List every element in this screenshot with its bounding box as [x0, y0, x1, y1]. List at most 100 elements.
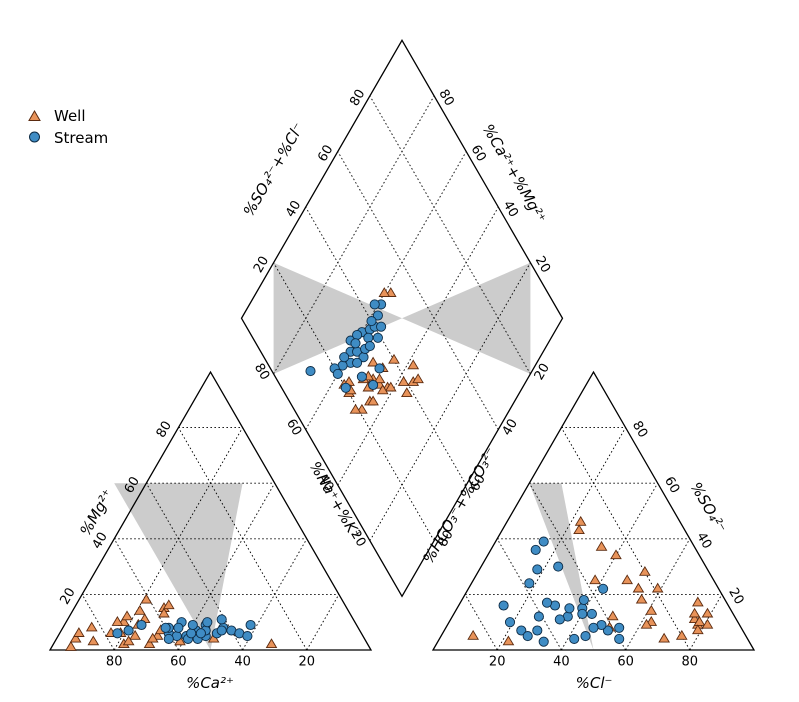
well-point — [65, 641, 77, 651]
diamond-upper-left-tick-label: 20 — [251, 254, 272, 276]
well-point — [610, 549, 622, 560]
cation-shaded-region — [114, 483, 243, 650]
cation-gridline — [145, 482, 243, 651]
stream-point — [376, 321, 387, 332]
stream-point — [577, 608, 588, 619]
anion-right-tick-label: 20 — [725, 585, 746, 607]
well-point — [69, 632, 82, 643]
legend-stream-marker — [29, 131, 40, 143]
well-point — [111, 616, 124, 626]
well-point — [134, 604, 146, 615]
well-point — [573, 524, 585, 535]
diamond-gridline — [305, 206, 467, 486]
stream-point — [564, 603, 575, 614]
well-point — [378, 287, 391, 297]
well-point — [688, 607, 701, 618]
anion-gridline — [561, 482, 659, 651]
stream-point — [163, 633, 174, 644]
cation-bottom-tick-label: 20 — [299, 655, 316, 670]
well-point — [595, 540, 608, 551]
well-point — [401, 387, 413, 398]
cation-gridline — [242, 538, 308, 651]
anion-right-tick-label: 80 — [629, 419, 650, 441]
cation-left-tick-label: 40 — [90, 530, 111, 552]
stream-point — [366, 316, 377, 327]
anion-bottom-tick-label: 60 — [617, 655, 634, 670]
stream-point — [533, 611, 544, 622]
stream-point — [112, 628, 123, 639]
diamond-lower-left-tick-label: 20 — [347, 528, 368, 550]
diamond-gridline — [337, 151, 499, 430]
anion-right-axis-label: %SO₄²⁻ — [687, 479, 730, 536]
shaded-regions — [114, 262, 594, 650]
stream-point — [538, 536, 549, 547]
well-point — [367, 395, 379, 406]
stream-point — [569, 633, 580, 644]
well-point — [162, 599, 175, 610]
diamond-upper-right-tick-label: 60 — [468, 143, 489, 165]
anion-gridline — [464, 594, 498, 651]
legend-well-marker — [28, 110, 41, 121]
anion-right-tick-label: 40 — [693, 530, 714, 552]
legend-well-label: Well — [54, 107, 86, 125]
well-point — [129, 629, 141, 640]
well-point — [651, 582, 664, 593]
stream-point — [498, 600, 509, 611]
cation-bottom-tick-label: 60 — [170, 655, 187, 670]
well-point — [692, 596, 704, 607]
stream-point — [202, 617, 213, 628]
stream-point — [372, 310, 383, 321]
well-point — [73, 627, 85, 637]
diamond-gridline — [337, 206, 499, 486]
anion-bottom-tick-label: 40 — [553, 655, 570, 670]
stream-point — [578, 594, 589, 606]
legend: Well Stream — [28, 107, 108, 147]
diamond-lower-right-tick-label: 80 — [435, 528, 456, 550]
anion-triangle-frame — [431, 370, 756, 651]
stream-point — [356, 371, 367, 382]
stream-point — [216, 625, 227, 636]
stream-point — [187, 619, 198, 631]
diamond-gridline — [273, 262, 435, 541]
well-point — [640, 618, 653, 629]
well-point — [407, 359, 420, 370]
well-point — [621, 574, 633, 585]
stream-point — [245, 619, 256, 631]
stream-point — [588, 622, 599, 633]
well-point — [384, 381, 397, 392]
diamond-lower-right-axis-label: %HCO₃⁻+%CO₃²⁻ — [419, 444, 500, 566]
stream-point — [136, 619, 147, 631]
well-point — [265, 638, 278, 649]
well-point — [140, 593, 153, 604]
stream-point — [532, 625, 543, 636]
stream-point — [364, 341, 375, 352]
stream-point — [339, 352, 350, 363]
anion-bottom-tick-label: 20 — [489, 655, 506, 670]
diamond-lower-left-tick-label: 40 — [315, 472, 336, 494]
well-point — [632, 582, 645, 593]
well-point — [701, 607, 714, 618]
well-point — [388, 353, 400, 364]
well-point — [122, 635, 135, 646]
well-point — [397, 376, 410, 386]
stream-point — [586, 608, 597, 619]
stream-point — [580, 631, 591, 642]
stream-point — [598, 583, 609, 594]
cation-bottom-tick-label: 80 — [106, 655, 123, 670]
well-point — [376, 384, 389, 395]
well-point — [692, 624, 704, 635]
cation-bottom-tick-label: 40 — [234, 655, 251, 670]
cation-left-tick-label: 60 — [122, 474, 143, 496]
well-point — [146, 632, 159, 643]
well-point — [693, 616, 706, 626]
stream-point — [173, 622, 184, 633]
data-points — [65, 287, 714, 651]
stream-point — [614, 622, 625, 633]
cation-bottom-axis-label: %Ca²⁺ — [186, 674, 234, 692]
well-point — [574, 515, 587, 526]
diamond-lower-shaded-region — [273, 262, 402, 374]
well-point — [85, 621, 98, 632]
stream-point — [368, 379, 379, 391]
well-point — [639, 566, 651, 576]
cation-gridline — [306, 594, 340, 651]
